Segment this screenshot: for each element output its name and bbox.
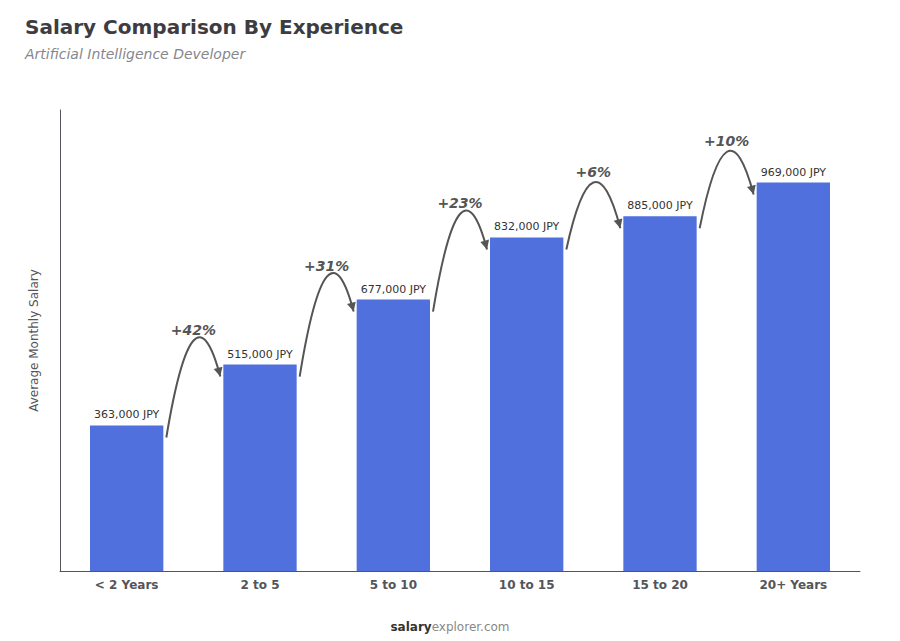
svg-text:explorer.com: explorer.com bbox=[432, 620, 510, 634]
svg-text:5 to 10: 5 to 10 bbox=[370, 578, 417, 592]
svg-text:Average Monthly Salary: Average Monthly Salary bbox=[27, 269, 41, 412]
svg-text:515,000 JPY: 515,000 JPY bbox=[227, 348, 293, 361]
svg-text:20+ Years: 20+ Years bbox=[759, 578, 827, 592]
svg-text:Salary Comparison By Experienc: Salary Comparison By Experience bbox=[25, 15, 403, 39]
svg-text:+6%: +6% bbox=[576, 164, 612, 180]
svg-text:2 to 5: 2 to 5 bbox=[240, 578, 279, 592]
svg-text:+10%: +10% bbox=[704, 133, 749, 149]
svg-text:832,000 JPY: 832,000 JPY bbox=[494, 220, 560, 233]
svg-text:363,000 JPY: 363,000 JPY bbox=[94, 408, 160, 421]
svg-text:salary: salary bbox=[390, 620, 431, 634]
svg-text:< 2 Years: < 2 Years bbox=[95, 578, 159, 592]
svg-text:15 to 20: 15 to 20 bbox=[632, 578, 688, 592]
svg-text:+31%: +31% bbox=[304, 258, 349, 274]
svg-text:969,000 JPY: 969,000 JPY bbox=[761, 166, 827, 179]
svg-text:Artificial Intelligence Develo: Artificial Intelligence Developer bbox=[24, 46, 246, 62]
svg-text:885,000 JPY: 885,000 JPY bbox=[627, 199, 693, 212]
svg-text:+23%: +23% bbox=[437, 195, 482, 211]
svg-text:677,000 JPY: 677,000 JPY bbox=[361, 283, 427, 296]
svg-text:10 to 15: 10 to 15 bbox=[499, 578, 555, 592]
svg-text:+42%: +42% bbox=[171, 322, 216, 338]
